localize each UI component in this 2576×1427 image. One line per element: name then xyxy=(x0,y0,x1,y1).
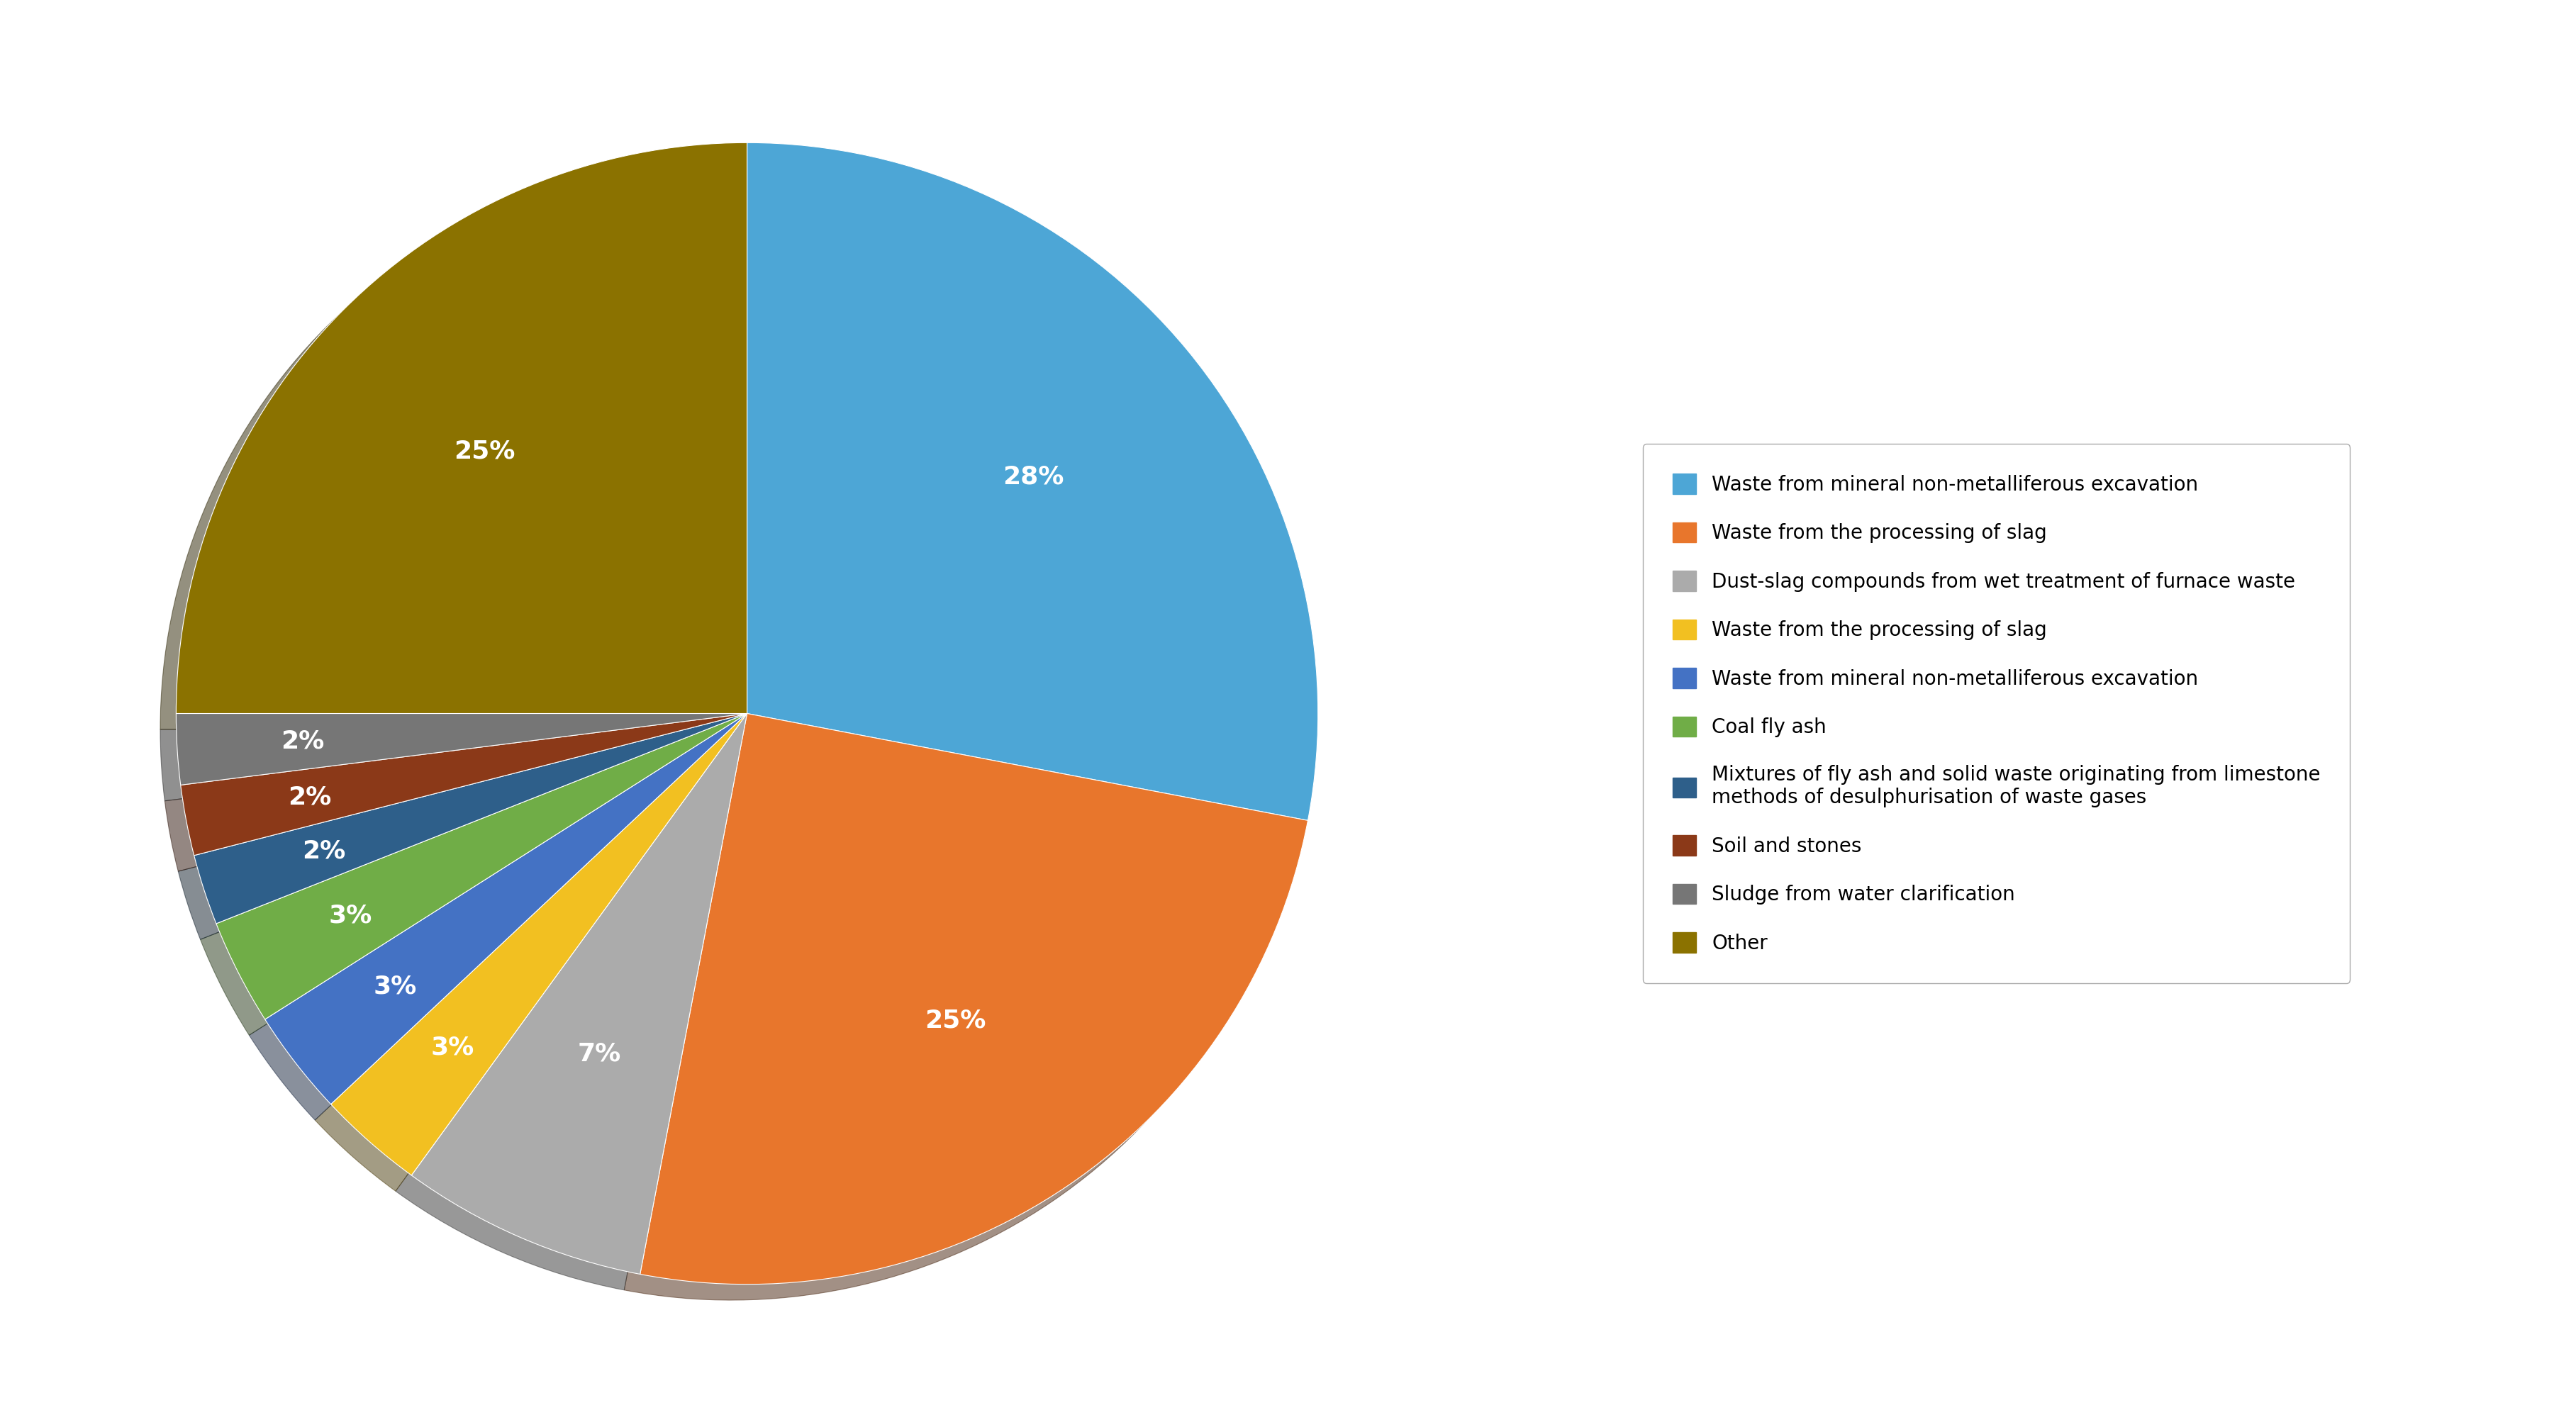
Wedge shape xyxy=(265,714,747,1104)
Wedge shape xyxy=(216,714,747,1019)
Legend: Waste from mineral non-metalliferous excavation, Waste from the processing of sl: Waste from mineral non-metalliferous exc… xyxy=(1643,444,2349,983)
Wedge shape xyxy=(639,714,1309,1284)
Text: 3%: 3% xyxy=(374,975,417,999)
Wedge shape xyxy=(193,714,747,923)
Wedge shape xyxy=(412,714,747,1274)
Text: 25%: 25% xyxy=(453,440,515,464)
Wedge shape xyxy=(180,714,747,855)
Wedge shape xyxy=(330,714,747,1176)
Text: 28%: 28% xyxy=(1002,465,1064,489)
Wedge shape xyxy=(175,714,747,785)
Wedge shape xyxy=(747,143,1319,821)
Text: 2%: 2% xyxy=(301,839,345,863)
Text: 2%: 2% xyxy=(281,729,325,753)
Text: 7%: 7% xyxy=(577,1042,621,1066)
Text: 3%: 3% xyxy=(430,1036,474,1059)
Wedge shape xyxy=(175,143,747,714)
Text: 3%: 3% xyxy=(330,903,371,928)
Text: 25%: 25% xyxy=(925,1009,987,1032)
Text: 2%: 2% xyxy=(289,785,332,809)
